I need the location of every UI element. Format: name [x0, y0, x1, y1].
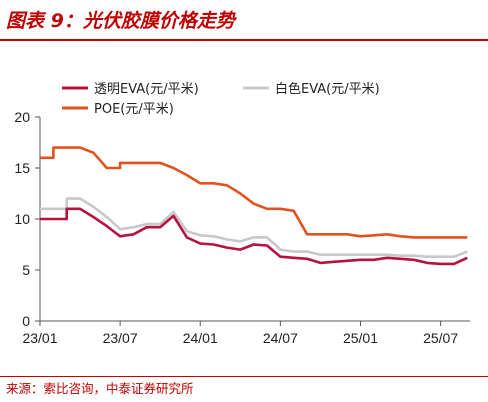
chart-axes: 0 5 10 15 20 23/01 23/07 24/01 24/07 25/01 25/07 [14, 109, 470, 346]
x-tick-label: 24/01 [183, 330, 218, 346]
source-note: 来源：索比咨询，中泰证券研究所 [6, 381, 194, 396]
figure-title: 图表 9：光伏胶膜价格走势 [6, 10, 235, 32]
x-tick-label: 25/07 [423, 330, 458, 346]
series-line-2 [40, 146, 468, 239]
series-line-1 [40, 197, 468, 258]
chart-series [40, 146, 468, 266]
y-tick-label: 10 [14, 211, 30, 227]
series-line-0 [40, 207, 468, 266]
title-divider [0, 39, 488, 41]
y-tick-label: 20 [14, 109, 30, 125]
x-tick-label: 24/07 [263, 330, 298, 346]
y-tick-label: 15 [14, 160, 30, 176]
source-divider [0, 376, 488, 377]
legend-label: 白色EVA(元/平米) [275, 81, 380, 97]
legend-label: POE(元/平米) [94, 102, 174, 117]
x-tick-label: 23/01 [22, 330, 57, 346]
y-tick-label: 0 [22, 313, 30, 329]
y-tick-label: 5 [22, 262, 30, 278]
chart-legend: 透明EVA(元/平米) 白色EVA(元/平米) POE(元/平米) [62, 81, 380, 117]
x-tick-label: 25/01 [343, 330, 378, 346]
x-tick-label: 23/07 [103, 330, 138, 346]
legend-label: 透明EVA(元/平米) [94, 82, 199, 97]
price-trend-chart: 0 5 10 15 20 23/01 23/07 24/01 24/07 25/01 25/07 透… [14, 81, 470, 346]
